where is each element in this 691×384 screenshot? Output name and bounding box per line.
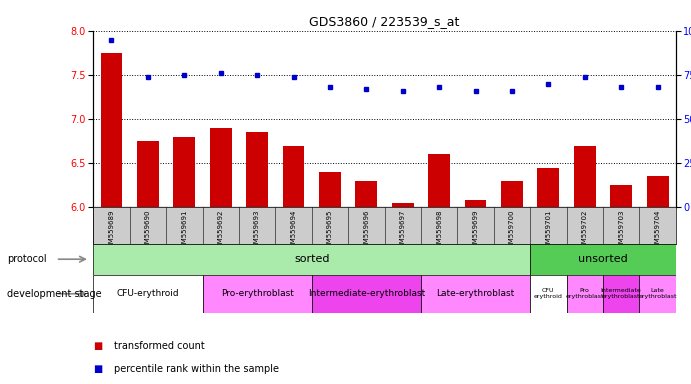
Text: protocol: protocol xyxy=(7,254,46,264)
Bar xyxy=(210,128,231,207)
Text: GSM559704: GSM559704 xyxy=(654,209,661,252)
Text: percentile rank within the sample: percentile rank within the sample xyxy=(114,364,279,374)
Text: unsorted: unsorted xyxy=(578,254,628,264)
Bar xyxy=(639,275,676,313)
Text: GSM559699: GSM559699 xyxy=(473,209,479,252)
Bar xyxy=(647,177,668,207)
Bar xyxy=(530,275,567,313)
Text: sorted: sorted xyxy=(294,254,330,264)
Text: GSM559691: GSM559691 xyxy=(181,209,187,252)
Bar xyxy=(610,185,632,207)
Text: GSM559701: GSM559701 xyxy=(545,209,551,252)
Text: CFU-erythroid: CFU-erythroid xyxy=(117,289,179,298)
Text: GSM559695: GSM559695 xyxy=(327,209,333,252)
Text: GSM559698: GSM559698 xyxy=(436,209,442,252)
Bar xyxy=(319,172,341,207)
Text: ■: ■ xyxy=(93,341,102,351)
Bar xyxy=(173,137,196,207)
Text: development stage: development stage xyxy=(7,289,102,299)
Bar xyxy=(538,167,559,207)
Text: GSM559697: GSM559697 xyxy=(400,209,406,252)
Text: ■: ■ xyxy=(93,364,102,374)
Bar xyxy=(464,200,486,207)
Text: GDS3860 / 223539_s_at: GDS3860 / 223539_s_at xyxy=(310,15,460,28)
Text: Intermediate-erythroblast: Intermediate-erythroblast xyxy=(307,289,425,298)
Bar xyxy=(501,181,523,207)
Text: GSM559702: GSM559702 xyxy=(582,209,588,252)
Text: Late-erythroblast: Late-erythroblast xyxy=(437,289,515,298)
Text: CFU
erythroid: CFU erythroid xyxy=(534,288,562,299)
Text: Late
erythroblast: Late erythroblast xyxy=(638,288,677,299)
Bar xyxy=(312,275,421,313)
Text: GSM559700: GSM559700 xyxy=(509,209,515,252)
Text: Intermediate
erythroblast: Intermediate erythroblast xyxy=(600,288,641,299)
Bar xyxy=(530,244,676,275)
Text: GSM559696: GSM559696 xyxy=(363,209,369,252)
Bar xyxy=(567,275,603,313)
Bar xyxy=(283,146,305,207)
Bar xyxy=(603,275,639,313)
Bar xyxy=(93,275,202,313)
Bar xyxy=(246,132,268,207)
Bar xyxy=(93,244,530,275)
Text: GSM559689: GSM559689 xyxy=(108,209,115,252)
Text: Pro
erythroblast: Pro erythroblast xyxy=(565,288,604,299)
Text: GSM559693: GSM559693 xyxy=(254,209,260,252)
Bar xyxy=(202,275,312,313)
Bar xyxy=(392,203,414,207)
Text: GSM559703: GSM559703 xyxy=(618,209,624,252)
Text: GSM559694: GSM559694 xyxy=(290,209,296,252)
Bar xyxy=(355,181,377,207)
Bar xyxy=(137,141,159,207)
Bar xyxy=(574,146,596,207)
Bar xyxy=(421,275,530,313)
Text: Pro-erythroblast: Pro-erythroblast xyxy=(220,289,294,298)
Bar xyxy=(101,53,122,207)
Text: transformed count: transformed count xyxy=(114,341,205,351)
Bar xyxy=(428,154,450,207)
Text: GSM559690: GSM559690 xyxy=(145,209,151,252)
Text: GSM559692: GSM559692 xyxy=(218,209,224,252)
